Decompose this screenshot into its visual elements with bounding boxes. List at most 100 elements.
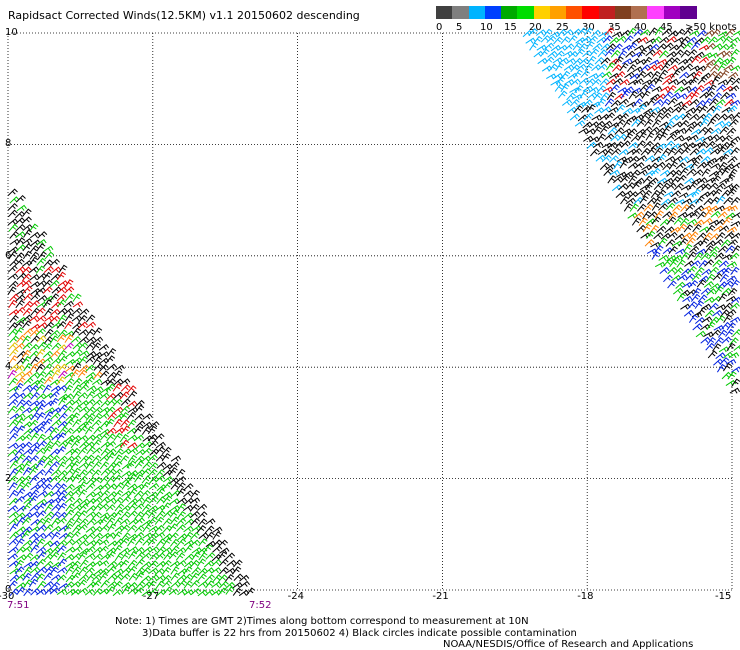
- wind-barb: [23, 362, 33, 372]
- wind-barb: [22, 370, 33, 378]
- wind-barb: [22, 441, 33, 449]
- wind-barb: [107, 581, 118, 588]
- wind-barb: [603, 168, 614, 176]
- wind-barb: [107, 371, 117, 380]
- wind-barb: [8, 560, 20, 568]
- wind-barb: [36, 377, 46, 386]
- wind-barb: [717, 62, 727, 72]
- wind-barb: [679, 71, 690, 79]
- wind-barb: [706, 288, 717, 296]
- wind-barb: [689, 76, 699, 85]
- wind-barb: [169, 505, 181, 512]
- wind-barb: [85, 553, 96, 560]
- wind-barb: [63, 427, 74, 436]
- wind-barb: [29, 251, 39, 260]
- wind-barb: [653, 64, 664, 71]
- wind-barb: [155, 488, 166, 497]
- wind-barb: [674, 233, 685, 241]
- wind-barb: [558, 90, 568, 99]
- wind-barb: [651, 36, 662, 44]
- wind-barb: [135, 558, 145, 567]
- wind-barb: [618, 182, 629, 191]
- wind-barb: [637, 48, 647, 58]
- wind-barb: [650, 93, 661, 100]
- wind-barb: [225, 567, 236, 575]
- wind-barb: [683, 309, 694, 317]
- wind-barb: [107, 412, 117, 421]
- wind-barb: [673, 135, 685, 142]
- wind-barb: [680, 252, 690, 261]
- wind-barb: [78, 481, 88, 490]
- wind-barb: [44, 467, 54, 476]
- wind-barb: [14, 320, 25, 329]
- wind-barb: [106, 433, 116, 442]
- wind-barb: [84, 426, 94, 435]
- wind-barb: [616, 35, 627, 43]
- wind-barb: [662, 77, 673, 85]
- wind-barb: [147, 510, 157, 519]
- wind-barb: [728, 72, 739, 79]
- wind-barb: [585, 41, 595, 50]
- wind-barb: [729, 316, 740, 323]
- wind-barb: [636, 155, 648, 162]
- wind-barb: [85, 491, 96, 499]
- wind-barb: [175, 552, 186, 561]
- wind-barb: [21, 475, 32, 483]
- wind-barb: [662, 211, 673, 219]
- wind-barb: [688, 134, 699, 141]
- wind-barb: [36, 588, 47, 596]
- wind-barb: [30, 356, 40, 365]
- wind-barb: [567, 72, 578, 80]
- wind-barb: [126, 460, 137, 469]
- wind-barb: [15, 467, 25, 476]
- wind-barb: [604, 27, 615, 36]
- wind-barb: [14, 342, 25, 350]
- wind-barb: [716, 363, 726, 373]
- wind-barb: [653, 196, 663, 205]
- wind-barb: [669, 129, 681, 136]
- wind-barb: [85, 376, 95, 385]
- wind-barb: [79, 559, 89, 568]
- wind-barb: [712, 343, 722, 352]
- wind-barb: [72, 293, 82, 302]
- wind-barb: [190, 489, 200, 498]
- wind-barb: [624, 71, 635, 79]
- wind-barb: [700, 72, 712, 80]
- wind-barb: [9, 293, 20, 302]
- wind-barb: [51, 490, 62, 497]
- wind-barb: [678, 192, 689, 199]
- wind-barb: [596, 133, 606, 142]
- wind-barb: [218, 558, 229, 567]
- wind-barb: [710, 127, 722, 135]
- wind-barb: [21, 481, 32, 490]
- wind-barb: [675, 281, 686, 289]
- note-line-3: NOAA/NESDIS/Office of Research and Appli…: [443, 639, 694, 650]
- wind-barb: [50, 546, 61, 554]
- wind-barb: [703, 161, 714, 169]
- wind-barb: [190, 539, 201, 547]
- wind-barb: [8, 280, 19, 289]
- wind-barb: [119, 547, 131, 554]
- wind-barb: [121, 495, 132, 504]
- wind-barb: [712, 105, 722, 114]
- wind-barb: [715, 35, 726, 43]
- wind-barb: [37, 490, 48, 498]
- wind-barb: [120, 378, 131, 385]
- wind-barb: [715, 304, 727, 311]
- wind-barb: [730, 147, 740, 156]
- wind-barb: [112, 531, 123, 540]
- wind-barb: [639, 84, 649, 93]
- wind-barb: [37, 551, 47, 560]
- colorbar-swatch: [631, 6, 648, 19]
- wind-barb: [51, 574, 62, 581]
- wind-barb: [51, 469, 62, 477]
- wind-barb: [37, 322, 48, 329]
- wind-barb: [99, 461, 110, 470]
- wind-barb: [690, 260, 701, 267]
- wind-barb: [688, 314, 699, 323]
- wind-barb: [7, 286, 17, 295]
- wind-barb: [695, 99, 706, 108]
- wind-barb: [691, 188, 701, 197]
- wind-barb: [71, 510, 82, 519]
- wind-barb: [134, 496, 145, 504]
